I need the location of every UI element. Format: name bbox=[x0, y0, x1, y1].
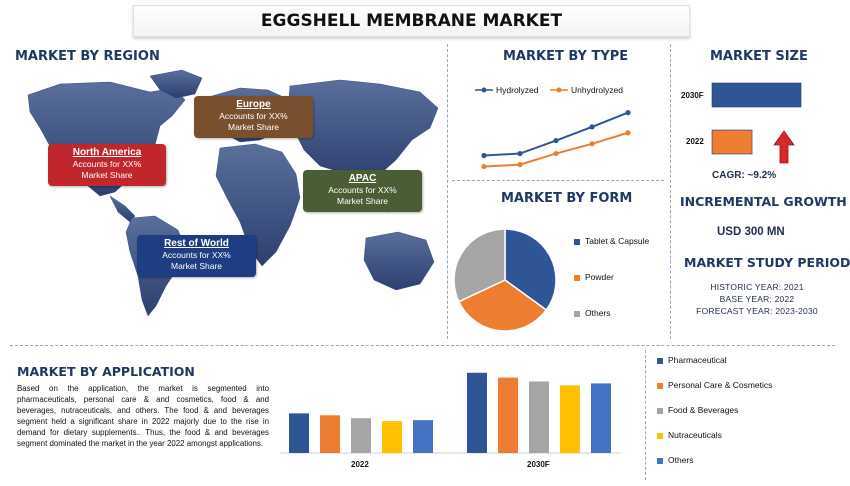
divider-region-type bbox=[447, 44, 448, 339]
legend-unhydrolyzed-marker bbox=[556, 87, 562, 93]
legend-tablet-capsule-label: Tablet & Capsule bbox=[585, 236, 650, 246]
region-box-north-america: North America Accounts for XX% Market Sh… bbox=[48, 144, 166, 186]
legend-others-app-swatch bbox=[657, 457, 663, 464]
region-name-apac: APAC bbox=[348, 173, 377, 184]
form-heading: MARKET BY FORM bbox=[501, 191, 633, 206]
study-historic: HISTORIC YEAR: 2021 bbox=[710, 282, 804, 292]
legend-personal-care-label: Personal Care & Cosmetics bbox=[668, 380, 773, 390]
divider-type-form bbox=[452, 180, 664, 181]
app-bar-1-4 bbox=[591, 383, 611, 453]
type-point-1-2 bbox=[553, 150, 559, 157]
study-base: BASE YEAR: 2022 bbox=[719, 294, 795, 304]
app-bar-1-2 bbox=[529, 381, 549, 453]
region-box-europe: Europe Accounts for XX% Market Share bbox=[194, 96, 313, 138]
form-slice-0 bbox=[504, 228, 557, 312]
legend-hydrolyzed-marker bbox=[481, 87, 487, 93]
application-heading: MARKET BY APPLICATION bbox=[17, 364, 195, 379]
legend-pharmaceutical: Pharmaceutical bbox=[657, 355, 727, 365]
growth-heading: INCREMENTAL GROWTH bbox=[680, 194, 847, 209]
region-name-rest-of-world: Rest of World bbox=[164, 238, 229, 249]
region-desc-north-america-1: Accounts for XX% bbox=[72, 159, 142, 169]
cagr-text: CAGR: ~9.2% bbox=[712, 170, 777, 181]
app-axis-2022: 2022 bbox=[351, 460, 369, 469]
legend-nutraceuticals-label: Nutraceuticals bbox=[668, 430, 722, 440]
type-point-0-1 bbox=[517, 150, 523, 157]
region-box-rest-of-world: Rest of World Accounts for XX% Market Sh… bbox=[137, 235, 256, 277]
study-heading: MARKET STUDY PERIOD bbox=[684, 255, 850, 270]
type-point-0-3 bbox=[589, 124, 595, 130]
app-bar-1-1 bbox=[498, 377, 518, 453]
form-slice-2 bbox=[453, 228, 506, 303]
app-bar-0-0 bbox=[289, 413, 309, 453]
legend-food-beverages-label: Food & Beverages bbox=[668, 405, 739, 415]
type-series-line-1 bbox=[483, 131, 629, 168]
type-point-1-4 bbox=[625, 130, 631, 136]
app-bar-0-2 bbox=[351, 418, 371, 453]
type-heading: MARKET BY TYPE bbox=[503, 49, 629, 64]
form-slice-1 bbox=[457, 279, 548, 332]
type-point-0-0 bbox=[481, 152, 487, 159]
type-point-1-0 bbox=[481, 163, 487, 170]
app-bar-0-4 bbox=[413, 420, 433, 453]
region-desc-europe-1: Accounts for XX% bbox=[219, 111, 288, 121]
legend-others-app-label: Others bbox=[668, 455, 694, 465]
legend-others-form-swatch bbox=[574, 310, 580, 317]
region-box-apac: APAC Accounts for XX% Market Share bbox=[303, 170, 422, 212]
divider-type-size bbox=[670, 44, 671, 339]
legend-powder-swatch bbox=[574, 274, 580, 281]
type-point-1-3 bbox=[589, 141, 595, 147]
study-forecast: FORECAST YEAR: 2023-2030 bbox=[696, 306, 818, 316]
app-bar-0-3 bbox=[382, 421, 402, 453]
legend-hydrolyzed: Hydrolyzed bbox=[496, 85, 539, 95]
size-heading: MARKET SIZE bbox=[710, 49, 808, 64]
region-name-north-america: North America bbox=[72, 147, 142, 158]
application-description: Based on the application, the market is … bbox=[17, 384, 269, 448]
legend-tablet-capsule-swatch bbox=[574, 238, 580, 245]
type-point-0-2 bbox=[553, 137, 559, 144]
legend-nutraceuticals-swatch bbox=[657, 432, 663, 439]
region-desc-apac-1: Accounts for XX% bbox=[328, 185, 397, 195]
size-bar-1 bbox=[711, 129, 753, 155]
central-america-shape bbox=[109, 195, 136, 223]
australia-shape bbox=[363, 231, 435, 291]
region-heading: MARKET BY REGION bbox=[15, 49, 160, 64]
legend-food-beverages: Food & Beverages bbox=[657, 405, 738, 415]
legend-others-form: Others bbox=[574, 308, 611, 318]
divider-top-bottom bbox=[10, 345, 835, 346]
app-axis-2030f: 2030F bbox=[527, 460, 550, 469]
study-lines: HISTORIC YEAR: 2021 BASE YEAR: 2022 FORE… bbox=[682, 281, 832, 317]
legend-personal-care: Personal Care & Cosmetics bbox=[657, 380, 772, 390]
region-desc-north-america-2: Market Share bbox=[81, 170, 133, 180]
app-bar-1-3 bbox=[560, 385, 580, 453]
legend-personal-care-swatch bbox=[657, 382, 663, 389]
legend-pharmaceutical-swatch bbox=[657, 357, 663, 364]
legend-nutraceuticals: Nutraceuticals bbox=[657, 430, 722, 440]
legend-food-beverages-swatch bbox=[657, 407, 663, 414]
legend-others-form-label: Others bbox=[585, 308, 611, 318]
greenland-shape bbox=[149, 69, 203, 99]
size-bar-0 bbox=[711, 82, 802, 108]
region-name-europe: Europe bbox=[236, 99, 271, 110]
legend-tablet-capsule: Tablet & Capsule bbox=[574, 236, 649, 246]
type-point-1-1 bbox=[517, 162, 523, 168]
size-label-2030f: 2030F bbox=[681, 91, 704, 100]
page-title: EGGSHELL MEMBRANE MARKET bbox=[133, 5, 690, 37]
region-desc-rest-of-world-1: Accounts for XX% bbox=[162, 250, 231, 260]
divider-app-legend bbox=[645, 350, 646, 480]
legend-unhydrolyzed: Unhydrolyzed bbox=[571, 85, 623, 95]
app-bar-0-1 bbox=[320, 415, 340, 453]
legend-powder-label: Powder bbox=[585, 272, 614, 282]
region-desc-apac-2: Market Share bbox=[336, 196, 389, 206]
type-series-line-0 bbox=[483, 111, 629, 157]
type-point-0-4 bbox=[625, 110, 631, 116]
growth-value: USD 300 MN bbox=[717, 226, 785, 238]
legend-pharmaceutical-label: Pharmaceutical bbox=[668, 355, 727, 365]
region-desc-rest-of-world-2: Market Share bbox=[170, 261, 223, 271]
legend-others-app: Others bbox=[657, 455, 694, 465]
legend-powder: Powder bbox=[574, 272, 614, 282]
region-desc-europe-2: Market Share bbox=[227, 122, 280, 132]
app-bar-1-0 bbox=[467, 372, 487, 453]
size-label-2022: 2022 bbox=[686, 137, 704, 146]
